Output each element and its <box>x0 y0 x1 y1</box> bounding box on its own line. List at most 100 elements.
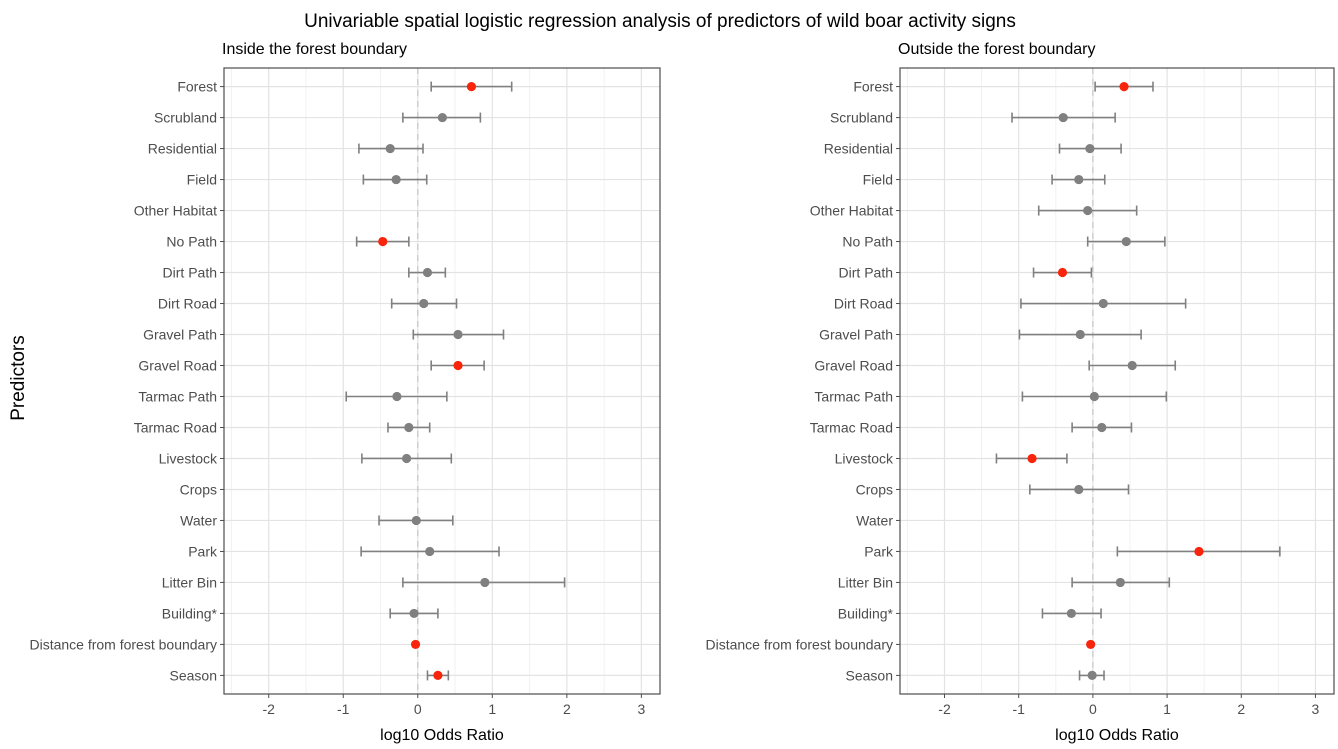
y-tick-label: Gravel Road <box>138 358 217 374</box>
point-estimate <box>391 174 401 185</box>
x-tick-label: -2 <box>938 701 951 717</box>
point-estimate <box>401 453 412 464</box>
point-estimate <box>1085 143 1095 154</box>
y-tick-label: Season <box>170 667 217 683</box>
x-tick-label: 3 <box>1312 701 1320 717</box>
y-tick-label: Crops <box>856 481 893 497</box>
y-tick-label: Dirt Road <box>158 296 217 312</box>
y-tick-label: Forest <box>177 79 217 95</box>
point-estimate <box>1075 329 1085 340</box>
panel-title: Inside the forest boundary <box>222 41 407 58</box>
y-tick-label: Gravel Path <box>819 327 893 343</box>
y-tick-label: Gravel Path <box>143 327 217 343</box>
point-estimate <box>433 670 443 681</box>
point-estimate <box>1074 484 1084 495</box>
panel-background <box>224 68 660 694</box>
y-tick-label: Litter Bin <box>838 574 893 590</box>
point-estimate <box>1057 267 1068 278</box>
y-tick-label: Residential <box>148 141 217 157</box>
x-tick-label: -1 <box>1012 701 1025 717</box>
point-estimate <box>425 546 435 557</box>
x-tick-label: -1 <box>337 701 350 717</box>
panel-background <box>900 68 1334 694</box>
point-estimate <box>453 360 463 371</box>
y-tick-label: Other Habitat <box>810 203 893 219</box>
y-tick-label: Tarmac Path <box>138 388 217 404</box>
point-estimate <box>1087 670 1097 681</box>
point-estimate <box>1097 422 1107 433</box>
y-tick-label: Scrubland <box>830 110 893 126</box>
y-tick-label: Gravel Road <box>814 358 893 374</box>
point-estimate <box>410 639 421 650</box>
y-tick-label: Tarmac Road <box>134 419 217 435</box>
point-estimate <box>409 608 419 619</box>
point-estimate <box>378 236 388 247</box>
y-tick-label: Water <box>856 512 893 528</box>
y-axis-label: Predictors <box>8 335 29 421</box>
point-estimate <box>453 329 463 340</box>
y-tick-label: Dirt Path <box>163 265 217 281</box>
point-estimate <box>1194 546 1204 557</box>
y-tick-label: Scrubland <box>154 110 217 126</box>
x-tick-label: 1 <box>488 701 496 717</box>
y-tick-label: Forest <box>853 79 893 95</box>
y-tick-label: Other Habitat <box>134 203 217 219</box>
point-estimate <box>411 515 421 526</box>
point-estimate <box>1074 174 1084 185</box>
point-estimate <box>1121 236 1131 247</box>
y-tick-label: Field <box>187 172 217 188</box>
y-tick-label: Water <box>180 512 217 528</box>
panel-outside-forest: Outside the forest boundary Forest Scrubla… <box>705 41 1335 744</box>
y-tick-label: Field <box>863 172 893 188</box>
x-tick-label: -2 <box>262 701 275 717</box>
point-estimate <box>1089 391 1099 402</box>
y-tick-label: Building* <box>162 605 218 621</box>
point-estimate <box>437 112 447 123</box>
y-tick-label: Park <box>188 543 218 559</box>
x-tick-label: 1 <box>1163 701 1171 717</box>
point-estimate <box>480 577 490 588</box>
point-estimate <box>1027 453 1037 464</box>
point-estimate <box>1115 577 1125 588</box>
panel-inside-forest: Inside the forest boundary Forest Scrublan… <box>29 41 661 744</box>
point-estimate <box>1127 360 1137 371</box>
y-tick-label: Tarmac Road <box>810 419 893 435</box>
figure-title: Univariable spatial logistic regression … <box>304 11 1016 32</box>
point-estimate <box>1098 298 1108 309</box>
x-axis-label: log10 Odds Ratio <box>1055 727 1179 744</box>
y-tick-label: Litter Bin <box>162 574 217 590</box>
y-tick-label: No Path <box>166 234 217 250</box>
point-estimate <box>1119 81 1129 92</box>
point-estimate <box>466 81 477 92</box>
y-tick-label: Distance from forest boundary <box>29 636 217 652</box>
x-axis-label: log10 Odds Ratio <box>380 727 504 744</box>
point-estimate <box>404 422 414 433</box>
point-estimate <box>1058 112 1068 123</box>
x-tick-label: 0 <box>1089 701 1097 717</box>
point-estimate <box>392 391 402 402</box>
y-tick-label: No Path <box>842 234 893 250</box>
panel-title: Outside the forest boundary <box>898 41 1095 58</box>
x-tick-label: 2 <box>563 701 571 717</box>
panel-border <box>223 67 661 695</box>
y-tick-label: Season <box>846 667 893 683</box>
y-tick-label: Crops <box>180 481 217 497</box>
y-tick-label: Building* <box>838 605 894 621</box>
y-tick-label: Residential <box>824 141 893 157</box>
point-estimate <box>419 298 429 309</box>
y-tick-label: Distance from forest boundary <box>705 636 893 652</box>
panel-border <box>899 67 1335 695</box>
y-tick-label: Dirt Road <box>834 296 893 312</box>
y-tick-label: Tarmac Path <box>814 388 893 404</box>
point-estimate <box>1086 639 1096 650</box>
y-tick-label: Dirt Path <box>839 265 893 281</box>
point-estimate <box>422 267 433 278</box>
x-tick-label: 0 <box>414 701 422 717</box>
x-tick-label: 2 <box>1237 701 1245 717</box>
point-estimate <box>385 143 395 154</box>
x-tick-label: 3 <box>637 701 645 717</box>
point-estimate <box>1066 608 1076 619</box>
y-tick-label: Livestock <box>835 450 894 466</box>
